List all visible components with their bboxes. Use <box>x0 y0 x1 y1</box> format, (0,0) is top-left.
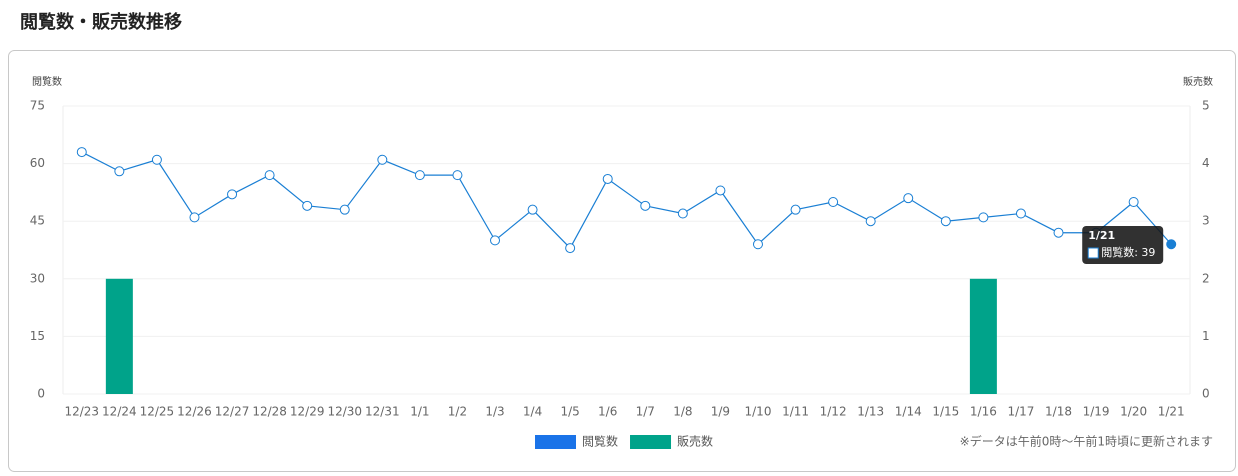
chart-title: 閲覧数・販売数推移 <box>20 11 182 33</box>
point <box>1166 239 1177 250</box>
y2-tick-label: 1 <box>1202 329 1210 343</box>
tooltip-box <box>1082 226 1164 264</box>
card <box>8 50 1236 472</box>
y-tick-label: 0 <box>37 387 45 401</box>
x-tick-label: 1/6 <box>598 405 617 419</box>
x-tick-label: 1/11 <box>782 405 809 419</box>
x-tick-label: 12/29 <box>290 405 325 419</box>
x-tick-label: 12/27 <box>215 405 250 419</box>
x-tick-label: 1/9 <box>711 405 730 419</box>
x-tick-label: 1/14 <box>895 405 922 419</box>
point <box>302 200 313 211</box>
tooltip-swatch <box>1087 247 1099 259</box>
x-tick-label: 1/18 <box>1045 405 1072 419</box>
y2-tick-label: 5 <box>1202 99 1210 113</box>
point <box>940 216 951 227</box>
x-tick-label: 1/1 <box>410 405 429 419</box>
legend-swatch <box>535 435 576 449</box>
point <box>264 170 275 181</box>
point <box>189 212 200 223</box>
tooltip-title: 1/21 <box>1088 229 1115 242</box>
x-tick-label: 1/12 <box>820 405 847 419</box>
x-tick-label: 12/26 <box>177 405 212 419</box>
x-tick-label: 1/7 <box>636 405 655 419</box>
y-tick-label: 60 <box>30 156 45 170</box>
point <box>715 185 726 196</box>
legend-label: 閲覧数 <box>582 434 618 449</box>
point <box>490 235 501 246</box>
point <box>1015 208 1026 219</box>
x-tick-label: 1/20 <box>1120 405 1147 419</box>
point <box>565 243 576 254</box>
x-tick-label: 1/3 <box>485 405 504 419</box>
y2-tick-label: 2 <box>1202 271 1210 285</box>
line <box>81 151 1172 250</box>
point <box>602 173 613 184</box>
x-tick-label: 1/10 <box>745 405 772 419</box>
point <box>452 170 463 181</box>
point <box>1053 227 1064 238</box>
x-tick-label: 1/16 <box>970 405 997 419</box>
x-tick-label: 1/8 <box>673 405 692 419</box>
x-tick-label: 1/15 <box>932 405 959 419</box>
legend-swatch <box>630 435 672 449</box>
y-axis-label: 閲覧数 <box>32 75 62 88</box>
point <box>527 204 538 215</box>
x-tick-label: 1/21 <box>1158 405 1185 419</box>
y-tick-label: 15 <box>30 329 45 343</box>
y2-tick-label: 3 <box>1202 214 1210 228</box>
point <box>76 147 87 158</box>
bar <box>969 278 997 394</box>
point <box>677 208 688 219</box>
point <box>377 154 388 165</box>
y-tick-label: 30 <box>30 271 45 285</box>
x-tick-label: 12/30 <box>327 405 362 419</box>
x-tick-label: 12/28 <box>252 405 287 419</box>
legend-label: 販売数 <box>677 434 713 449</box>
y2-tick-label: 4 <box>1202 156 1210 170</box>
note: ※データは午前0時～午前1時頃に更新されます <box>960 434 1213 449</box>
point <box>790 204 801 215</box>
y2-tick-label: 0 <box>1202 387 1210 401</box>
x-tick-label: 1/5 <box>560 405 579 419</box>
point <box>414 170 425 181</box>
point <box>640 200 651 211</box>
y2-axis-label: 販売数 <box>1183 75 1213 88</box>
x-tick-label: 12/23 <box>64 405 99 419</box>
point <box>865 216 876 227</box>
x-tick-label: 1/2 <box>448 405 467 419</box>
bar <box>105 278 133 394</box>
x-tick-label: 1/19 <box>1083 405 1110 419</box>
x-tick-label: 12/31 <box>365 405 400 419</box>
point <box>752 239 763 250</box>
point <box>978 212 989 223</box>
tooltip: 1/21 閲覧数: 39 <box>1082 226 1164 264</box>
x-tick-label: 12/25 <box>140 405 175 419</box>
y-tick-label: 45 <box>30 214 45 228</box>
x-tick-label: 1/17 <box>1007 405 1034 419</box>
x-tick-label: 12/24 <box>102 405 137 419</box>
point <box>227 189 238 200</box>
point <box>339 204 350 215</box>
x-tick-label: 1/4 <box>523 405 542 419</box>
point <box>828 197 839 207</box>
point <box>1128 197 1139 207</box>
x-tick-label: 1/13 <box>857 405 884 419</box>
tooltip-label: 閲覧数: 39 <box>1101 245 1155 259</box>
y-tick-label: 75 <box>30 99 45 113</box>
point <box>903 193 914 204</box>
point <box>114 166 125 177</box>
point <box>151 154 162 165</box>
